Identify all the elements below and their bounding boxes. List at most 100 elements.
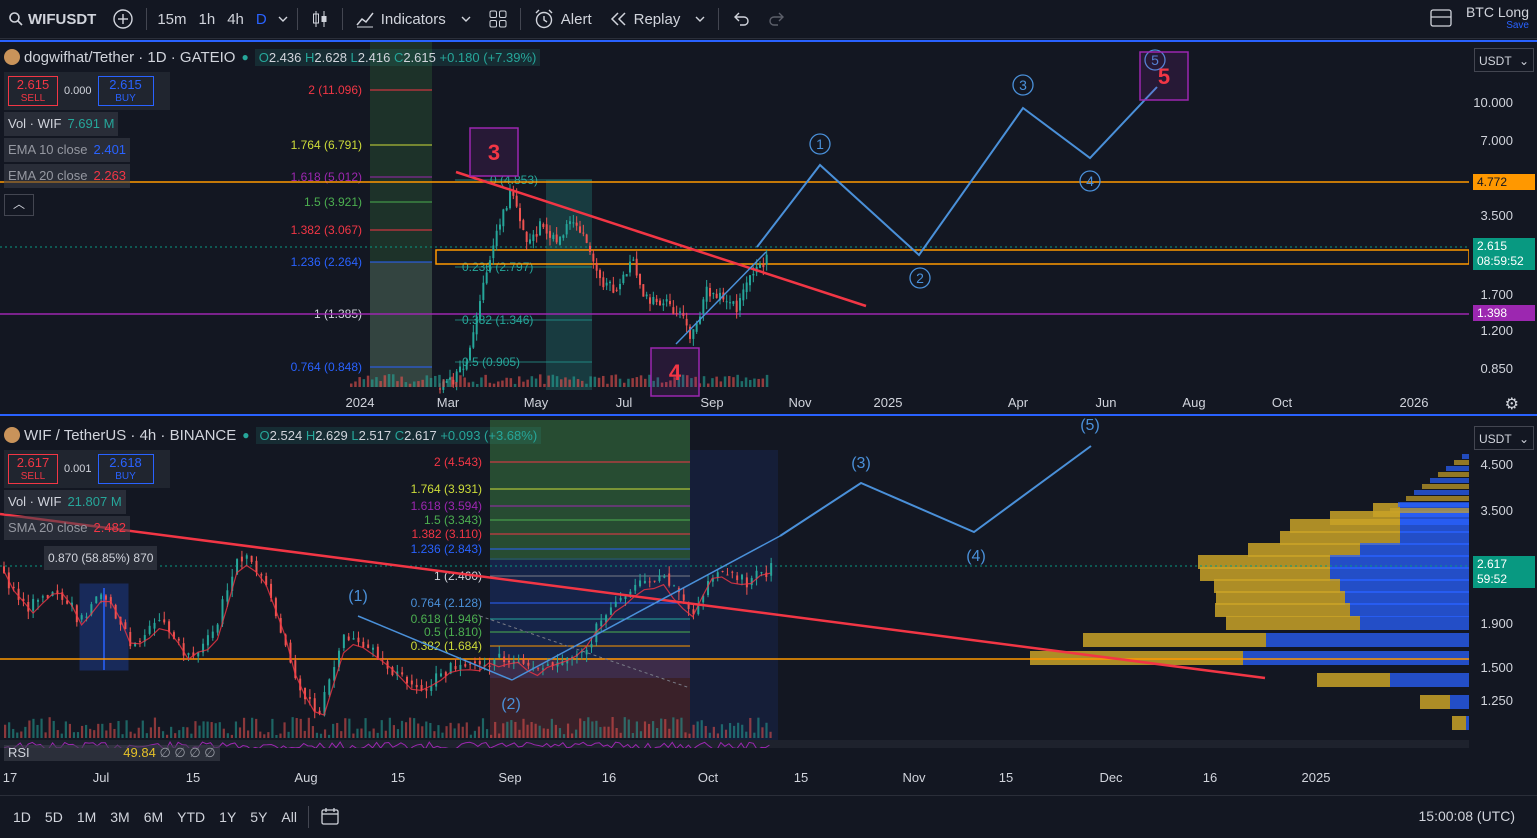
sell-button[interactable]: 2.615 SELL xyxy=(8,76,58,106)
daily-candle xyxy=(692,329,695,339)
indicator-ema10[interactable]: EMA 10 close 2.401 xyxy=(4,138,131,162)
redo-button[interactable] xyxy=(759,0,795,38)
range-3m[interactable]: 3M xyxy=(110,809,130,825)
volume-bar xyxy=(350,383,353,387)
currency-select[interactable]: USDT ⌄ xyxy=(1474,426,1534,450)
interval-1h[interactable]: 1h xyxy=(198,10,216,28)
4h-candle xyxy=(17,588,20,600)
volume-bar xyxy=(618,378,622,387)
volume-bar xyxy=(392,374,395,387)
indicator-volume[interactable]: Vol · WIF 7.691 M xyxy=(4,112,119,136)
chart-settings-button[interactable]: ⚙ xyxy=(1505,394,1519,413)
daily-candle xyxy=(512,191,515,196)
rsi-legend[interactable]: RSI 49.84 ∅ ∅ ∅ ∅ xyxy=(4,745,220,761)
replay-button[interactable]: Replay xyxy=(600,0,715,38)
interval-4h[interactable]: 4h xyxy=(227,10,244,28)
layout-menu[interactable]: BTC Long Save xyxy=(1430,4,1529,31)
daily-symbol-title[interactable]: dogwifhat/Tether · 1D · GATEIO xyxy=(24,48,236,66)
4h-high: 2.629 xyxy=(315,427,348,443)
interval-d[interactable]: D xyxy=(255,10,267,28)
4h-candle xyxy=(673,585,676,587)
fib-zone xyxy=(370,42,432,387)
fib-level-label: 1.764 (3.931) xyxy=(411,482,482,496)
compare-symbol-button[interactable] xyxy=(104,0,142,38)
volume-profile-bar xyxy=(1330,555,1469,569)
daily-candle xyxy=(469,347,471,361)
volume-profile-bar xyxy=(1280,531,1400,545)
volume-bar xyxy=(44,732,47,738)
daily-chart-canvas[interactable]: 2 (11.096) 1.764 (6.791) 1.618 (5.012) 1.5 … xyxy=(0,42,1469,397)
volume-profile-bar xyxy=(1266,633,1469,647)
volume-profile-bar xyxy=(1360,616,1469,630)
4h-candle xyxy=(619,597,622,601)
volume-profile-bar xyxy=(1350,603,1469,617)
top-toolbar: WIFUSDT 15m 1h 4h D Indicators Alert Rep… xyxy=(0,0,1537,39)
4h-candle xyxy=(100,594,103,600)
volume-bar xyxy=(434,375,437,387)
symbol-search[interactable]: WIFUSDT xyxy=(0,0,104,38)
volume-profile-bar xyxy=(1414,490,1469,495)
indicators-button[interactable]: Indicators xyxy=(347,0,480,38)
price-tag-value: 2.615 xyxy=(1477,239,1508,253)
price-tick: 7.000 xyxy=(1480,133,1513,148)
goto-date-button[interactable] xyxy=(313,806,347,829)
range-1d[interactable]: 1D xyxy=(13,809,31,825)
4h-candle xyxy=(328,679,331,695)
utc-clock[interactable]: 15:00:08 (UTC) xyxy=(1418,808,1515,824)
4h-time-axis[interactable]: 17 Jul 15 Aug 15 Sep 16 Oct 15 Nov 15 De… xyxy=(0,770,1469,790)
4h-candle xyxy=(318,710,321,714)
range-ytd[interactable]: YTD xyxy=(177,809,206,825)
volume-bar xyxy=(526,379,529,387)
indicator-sma20[interactable]: SMA 20 close 2.482 xyxy=(4,516,131,540)
interval-15m[interactable]: 15m xyxy=(157,10,187,28)
daily-candle xyxy=(575,222,578,226)
range-1m[interactable]: 1M xyxy=(76,809,97,825)
range-5d[interactable]: 5D xyxy=(44,809,63,825)
daily-candle xyxy=(499,224,501,230)
volume-bar xyxy=(429,722,432,738)
legend-collapse-button[interactable]: ︿ xyxy=(4,194,34,216)
4h-chart-canvas[interactable]: 2 (4.543) 1.764 (3.931) 1.618 (3.594)1.5 (… xyxy=(0,418,1469,748)
alert-button[interactable]: Alert xyxy=(525,0,600,38)
volume-bar xyxy=(186,727,189,738)
volume-bar xyxy=(446,378,450,387)
range-5y[interactable]: 5Y xyxy=(250,809,268,825)
range-6m[interactable]: 6M xyxy=(143,809,164,825)
buy-button[interactable]: 2.615 BUY xyxy=(97,76,154,106)
daily-candle xyxy=(619,283,621,290)
daily-price-axis[interactable]: USDT ⌄ 10.000 7.000 3.500 1.700 1.200 0.… xyxy=(1469,40,1537,415)
wave-label: (5) xyxy=(1080,418,1100,434)
volume-bar xyxy=(647,723,651,738)
indicator-ema20[interactable]: EMA 20 close 2.263 xyxy=(4,164,131,188)
indicator-volume[interactable]: Vol · WIF 21.807 M xyxy=(4,490,126,514)
chart-type-button[interactable] xyxy=(302,0,338,38)
4h-trade-panel: 2.617 SELL 0.001 2.618 BUY xyxy=(4,450,170,488)
chart-pane-daily[interactable]: 2 (11.096) 1.764 (6.791) 1.618 (5.012) 1.5 … xyxy=(0,40,1537,415)
sell-button[interactable]: 2.617 SELL xyxy=(8,454,58,484)
4h-candle xyxy=(580,651,583,653)
layout-save-link[interactable]: Save xyxy=(1506,20,1529,31)
4h-candle xyxy=(687,602,690,609)
4h-symbol-title[interactable]: WIF / TetherUS · 4h · BINANCE xyxy=(24,426,237,444)
range-all[interactable]: All xyxy=(281,809,297,825)
volume-bar xyxy=(741,724,744,738)
volume-bar xyxy=(247,730,250,738)
grid-icon xyxy=(489,10,507,28)
layouts-grid-button[interactable] xyxy=(480,0,516,38)
4h-price-axis[interactable]: USDT ⌄ 4.500 3.500 1.900 1.500 1.250 2.6… xyxy=(1469,418,1537,768)
4h-candle xyxy=(736,575,739,581)
currency-label: USDT xyxy=(1479,432,1512,446)
daily-time-axis[interactable]: 2024 Mar May Jul Sep Nov 2025 Apr Jun Au… xyxy=(0,395,1469,415)
undo-button[interactable] xyxy=(723,0,759,38)
4h-candle xyxy=(721,571,724,573)
volume-bar xyxy=(597,377,601,387)
range-1y[interactable]: 1Y xyxy=(219,809,237,825)
chart-pane-4h[interactable]: 2 (4.543) 1.764 (3.931) 1.618 (3.594) 1.5 (… xyxy=(0,418,1537,785)
pane-separator[interactable] xyxy=(0,414,1537,416)
volume-bar xyxy=(174,733,177,738)
currency-select[interactable]: USDT ⌄ xyxy=(1474,48,1534,72)
interval-dropdown[interactable] xyxy=(273,0,293,38)
layout-name: BTC Long xyxy=(1465,4,1529,20)
4h-candle xyxy=(590,643,593,648)
buy-button[interactable]: 2.618 BUY xyxy=(97,454,154,484)
